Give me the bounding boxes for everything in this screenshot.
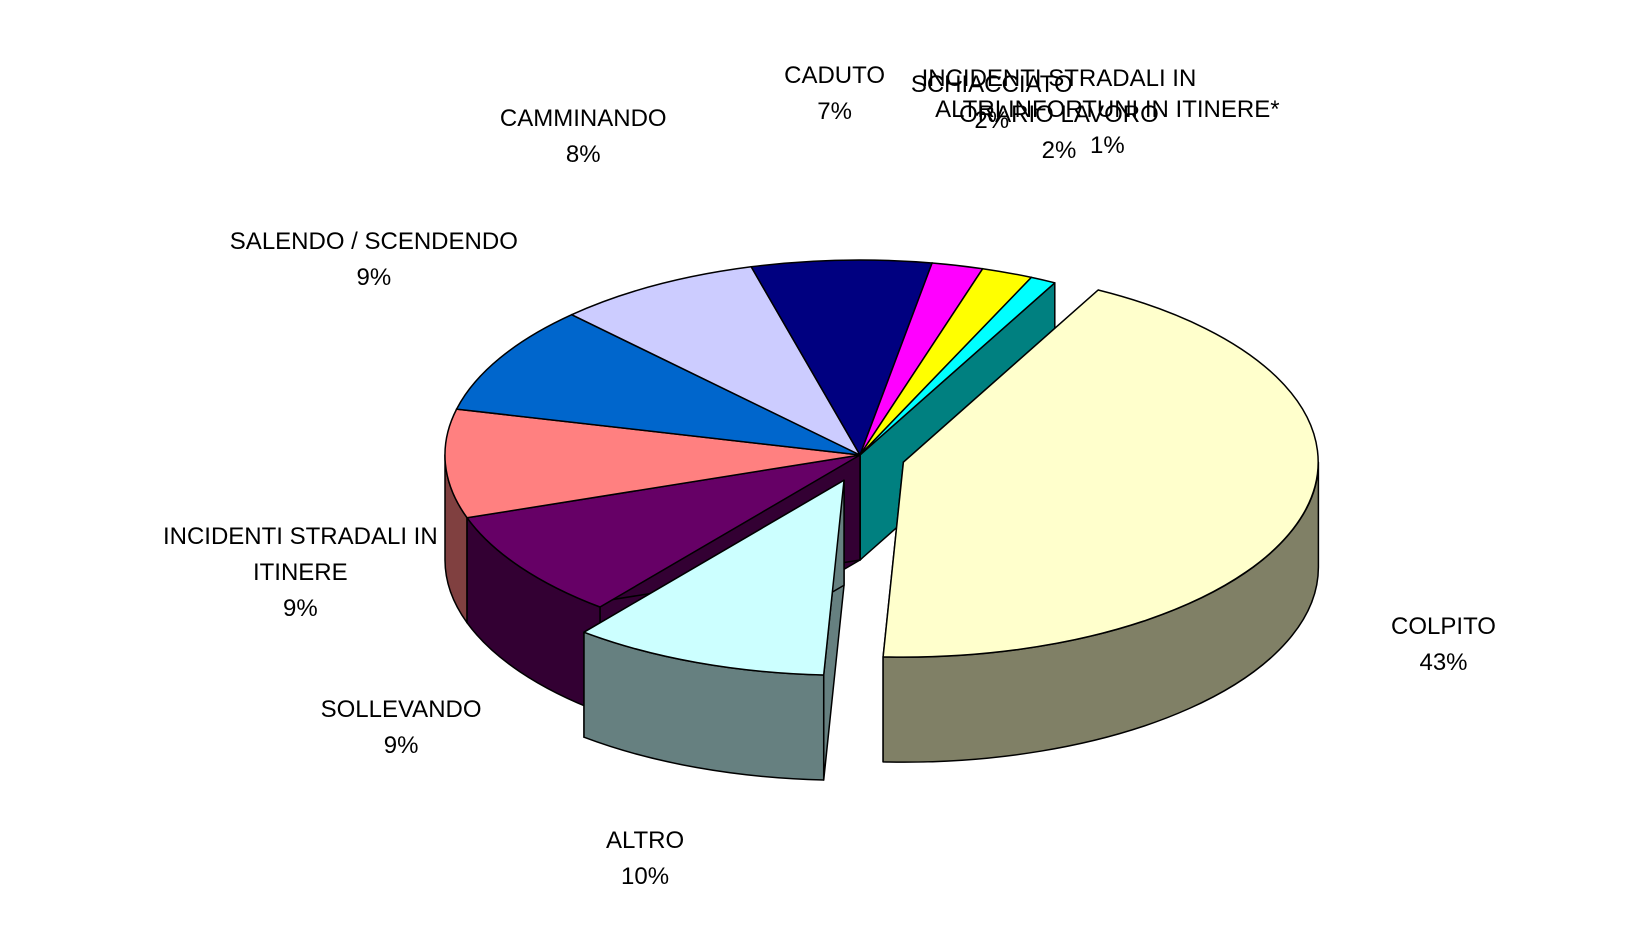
label-value: 9% [383, 731, 419, 759]
data-label: SALENDO / SCENDENDO 9% [194, 224, 554, 296]
label-name: COLPITO [1391, 612, 1496, 640]
label-name: SCHIACCIATO [910, 70, 1073, 98]
label-value: 9% [356, 264, 392, 292]
data-label: SOLLEVANDO 9% [221, 692, 581, 764]
label-name: ALTRO [605, 826, 685, 854]
slice [859, 276, 1056, 456]
label-value: 9% [282, 595, 318, 623]
slice [466, 454, 861, 608]
data-label: INCIDENTI STRADALI IN ITINERE 9% [120, 519, 480, 627]
label-name: INCIDENTI STRADALI IN ITINERE [162, 523, 438, 587]
data-label: SCHIACCIATO 2% [812, 67, 1172, 139]
slice [455, 313, 861, 456]
label-value: 2% [1041, 137, 1077, 165]
label-value: 8% [565, 140, 601, 168]
label-name: SOLLEVANDO [320, 695, 482, 723]
label-value: 10% [621, 862, 670, 890]
label-value: 7% [817, 97, 852, 125]
data-label: CADUTO 7% [655, 58, 1015, 130]
data-label: COLPITO 43% [1264, 609, 1624, 681]
slice [583, 479, 845, 676]
data-label: INCIDENTI STRADALI IN ORARIO LAVORO 2% [879, 61, 1239, 169]
label-name: INCIDENTI STRADALI IN ORARIO LAVORO [921, 65, 1197, 129]
label-name: CAMMINANDO [499, 104, 667, 132]
slice [444, 408, 861, 519]
slice [570, 266, 861, 456]
label-value: 43% [1419, 648, 1468, 676]
slice [882, 289, 1319, 658]
data-label: ALTRO 10% [465, 823, 825, 895]
pie-tops [444, 259, 1319, 676]
data-label: CAMMINANDO 8% [403, 101, 763, 173]
data-label: ALTRI INFORTUNI IN ITINERE* 1% [927, 92, 1287, 164]
label-name: ALTRI INFORTUNI IN ITINERE* [935, 95, 1280, 123]
slice [750, 259, 933, 456]
label-name: SALENDO / SCENDENDO [229, 228, 518, 256]
label-value: 2% [974, 106, 1010, 134]
label-value: 1% [1090, 131, 1125, 159]
label-name: CADUTO [784, 61, 886, 89]
